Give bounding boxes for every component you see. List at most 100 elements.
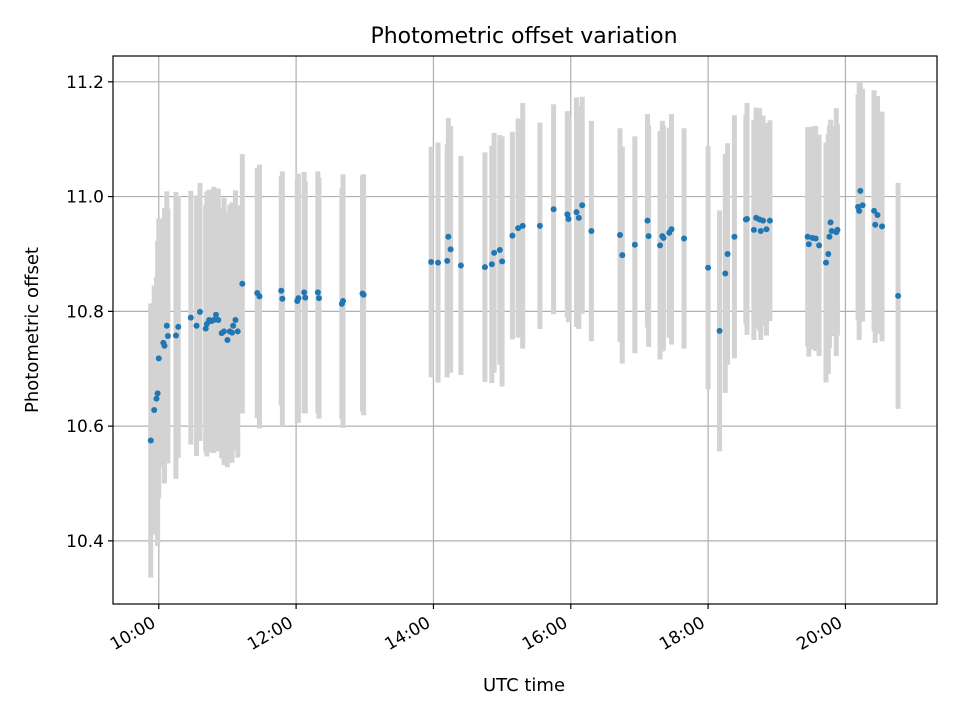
data-point (519, 222, 526, 229)
data-point (731, 233, 738, 240)
data-point (457, 262, 464, 269)
data-point (660, 234, 667, 241)
data-point (631, 241, 638, 248)
data-point (509, 232, 516, 239)
data-point (161, 342, 168, 349)
data-point (724, 250, 731, 257)
y-tick-label: 10.6 (66, 417, 104, 437)
y-axis-ticks: 10.4 10.6 10.8 11.0 11.2 (66, 73, 113, 552)
data-point (857, 187, 864, 194)
data-points (147, 187, 902, 444)
data-point (155, 355, 162, 362)
data-point (826, 233, 833, 240)
data-point (499, 258, 506, 265)
data-point (750, 226, 757, 233)
data-point (763, 226, 770, 233)
data-point (616, 232, 623, 239)
data-point (834, 226, 841, 233)
data-point (644, 217, 651, 224)
y-tick-label: 10.4 (66, 532, 104, 552)
data-point (871, 207, 878, 214)
data-point (491, 249, 498, 256)
data-point (657, 242, 664, 249)
data-point (619, 252, 626, 259)
data-point (575, 214, 582, 221)
data-point (872, 221, 879, 228)
data-point (428, 259, 435, 266)
data-point (645, 233, 652, 240)
data-point (804, 233, 811, 240)
data-point (825, 250, 832, 257)
data-point (565, 215, 572, 222)
y-tick-label: 11.0 (66, 188, 104, 208)
data-point (314, 289, 321, 296)
data-point (435, 259, 442, 266)
data-point (163, 322, 170, 329)
data-point (856, 207, 863, 214)
data-point (187, 314, 194, 321)
data-point (151, 407, 158, 414)
data-point (668, 226, 675, 233)
data-point (230, 322, 237, 329)
data-point (153, 395, 160, 402)
data-point (879, 223, 886, 230)
data-point (588, 228, 595, 235)
data-point (744, 215, 751, 222)
data-point (760, 217, 767, 224)
data-point (444, 257, 451, 264)
data-point (859, 202, 866, 209)
data-point (301, 289, 308, 296)
data-point (805, 241, 812, 248)
data-point (447, 246, 454, 253)
data-point (175, 323, 182, 330)
y-tick-label: 10.8 (66, 302, 104, 322)
data-point (210, 316, 217, 323)
data-point (154, 390, 161, 397)
data-point (215, 316, 222, 323)
data-point (716, 327, 723, 334)
data-point (224, 337, 231, 344)
data-point (232, 316, 239, 323)
data-point (213, 311, 219, 318)
data-point (488, 261, 495, 268)
data-point (481, 264, 488, 271)
data-point (705, 264, 712, 271)
data-point (496, 246, 503, 253)
y-tick-label: 11.2 (66, 73, 104, 93)
data-point (550, 206, 557, 213)
data-point (874, 211, 881, 218)
data-point (445, 233, 452, 240)
data-point (202, 325, 209, 332)
data-point (340, 298, 347, 305)
data-point (221, 328, 228, 335)
data-point (172, 332, 179, 339)
data-point (256, 293, 263, 300)
data-point (722, 270, 729, 277)
data-point (229, 329, 236, 336)
data-point (681, 235, 688, 242)
data-point (239, 280, 246, 287)
data-point (822, 259, 829, 266)
data-point (828, 228, 835, 235)
data-point (827, 219, 834, 226)
data-point (316, 295, 322, 302)
x-axis-label: UTC time (483, 675, 565, 696)
data-point (757, 228, 764, 235)
data-point (816, 242, 823, 249)
chart-title: Photometric offset variation (370, 24, 677, 49)
data-point (302, 294, 309, 301)
data-point (515, 225, 522, 232)
data-point (536, 222, 543, 229)
data-point (564, 211, 571, 218)
plot-frame (112, 55, 938, 605)
data-point (278, 287, 285, 294)
data-point (164, 333, 171, 340)
data-point (234, 328, 241, 335)
data-point (812, 235, 819, 242)
data-point (279, 295, 286, 302)
data-point (360, 291, 367, 298)
y-axis-label: Photometric offset (22, 247, 43, 413)
data-point (193, 322, 200, 329)
